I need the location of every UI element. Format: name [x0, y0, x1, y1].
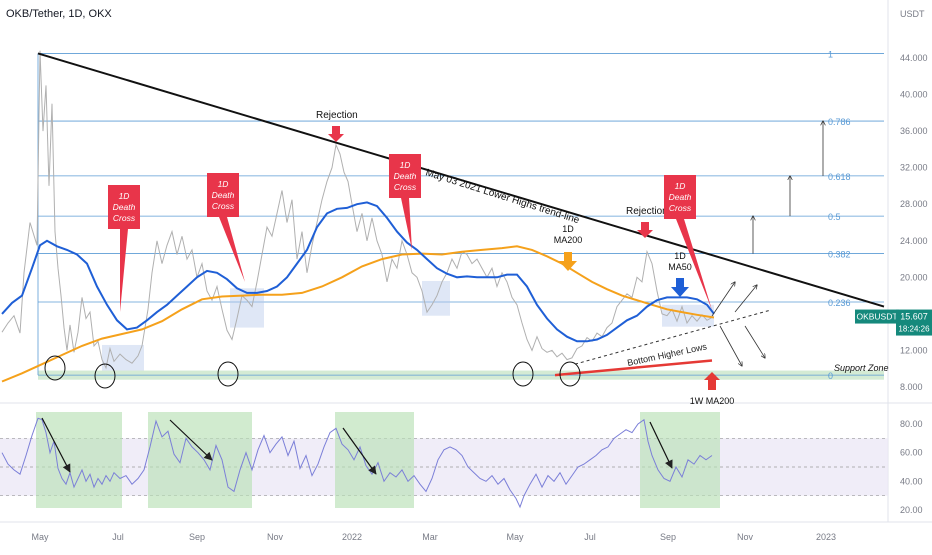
death-cross-2-text-3: Cross — [212, 201, 235, 211]
death-cross-3-text-1: 1D — [400, 160, 411, 170]
ma200-label-2: MA200 — [554, 235, 583, 245]
fib-label-0.382: 0.382 — [828, 250, 851, 260]
weekly-ma-arrow — [704, 372, 720, 390]
price-tick-label: 32.000 — [900, 163, 928, 173]
last-price-badge — [896, 309, 932, 336]
rsi-zone-2 — [148, 412, 252, 508]
rsi-tick-label: 60.00 — [900, 448, 923, 458]
death-cross-1-text-3: Cross — [113, 213, 136, 223]
time-tick-label: May — [506, 532, 524, 542]
ma200-label-1: 1D — [562, 224, 574, 234]
price-tick-label: 44.000 — [900, 53, 928, 63]
price-tick-label: 40.000 — [900, 90, 928, 100]
rsi-zone-1 — [36, 412, 122, 508]
ticker-name: OKBUSDT — [856, 312, 897, 322]
price-tick-label: 20.000 — [900, 272, 928, 282]
ma50-arrow — [671, 278, 689, 297]
chart-title: OKB/Tether, 1D, OKX — [6, 8, 112, 20]
rsi-zone-3 — [335, 412, 414, 508]
fib-label-1: 1 — [828, 49, 833, 59]
time-tick-label: Nov — [737, 532, 754, 542]
death-cross-4-text-1: 1D — [675, 181, 686, 191]
price-pane — [0, 0, 888, 402]
axes-layer: 44.00040.00036.00032.00028.00024.00020.0… — [31, 53, 932, 542]
rsi-layer — [0, 412, 888, 509]
higher-lows-line — [574, 309, 771, 365]
projection-arrow-1 — [711, 282, 735, 317]
price-series — [1, 50, 713, 370]
fib-layer: 1 0.786 0.618 0.5 0.382 0.236 0 — [37, 49, 884, 381]
death-cross-1-text-2: Death — [113, 202, 136, 212]
death-cross-3-text-3: Cross — [394, 182, 417, 192]
time-tick-label: May — [31, 532, 49, 542]
time-tick-label: 2022 — [342, 532, 362, 542]
death-cross-1-shape — [108, 185, 140, 312]
rsi-arrow-3 — [342, 427, 377, 475]
ma50-label-1: 1D — [674, 251, 686, 261]
lower-highs-trendline — [37, 52, 885, 308]
time-tick-label: Sep — [189, 532, 205, 542]
price-tick-label: 12.000 — [900, 345, 928, 355]
price-tick-label: 8.000 — [900, 382, 923, 392]
fib-label-0.5: 0.5 — [828, 212, 841, 222]
time-tick-label: Jul — [584, 532, 596, 542]
weekly-ma200-line — [554, 359, 713, 377]
fib-label-0.618: 0.618 — [828, 172, 851, 182]
ma200-arrow — [559, 252, 577, 271]
time-tick-label: Mar — [422, 532, 438, 542]
ma50-label-2: MA50 — [668, 262, 692, 272]
rejection-label-2: Rejection — [626, 206, 668, 217]
price-tick-label: 36.000 — [900, 126, 928, 136]
time-tick-label: 2023 — [816, 532, 836, 542]
death-cross-2-text-1: 1D — [218, 179, 229, 189]
bar-countdown: 18:24:26 — [898, 325, 930, 334]
fib-label-0.786: 0.786 — [828, 117, 851, 127]
projection-arrow-4 — [744, 325, 765, 358]
rsi-tick-label: 80.00 — [900, 419, 923, 429]
weekly-ma-label: 1W MA200 — [690, 396, 735, 406]
rejection-arrow-1 — [328, 126, 344, 142]
projection-arrow-2 — [734, 285, 757, 313]
death-cross-3-shape — [389, 154, 421, 250]
support-zone-label: Support Zone — [834, 363, 889, 373]
price-layer — [1, 50, 713, 370]
ticker-name-badge — [855, 309, 899, 324]
bottom-circle-2 — [94, 363, 116, 389]
death-cross-4-text-2: Death — [669, 192, 692, 202]
fib-label-0.236: 0.236 — [828, 298, 851, 308]
rsi-series — [1, 417, 713, 509]
highlight-zones — [102, 280, 714, 371]
death-cross-4-text-3: Cross — [669, 203, 692, 213]
fib-label-0: 0 — [828, 371, 833, 381]
rsi-tick-label: 40.00 — [900, 476, 923, 486]
ma200-series — [1, 245, 715, 383]
bottom-circle-4 — [512, 361, 534, 387]
rsi-arrow-2 — [169, 419, 213, 461]
quote-currency: USDT — [900, 9, 925, 19]
rsi-arrow-1 — [41, 417, 71, 473]
projection-arrow-3 — [719, 325, 742, 366]
time-tick-label: Sep — [660, 532, 676, 542]
death-cross-1-text-1: 1D — [119, 191, 130, 201]
price-tick-label: 24.000 — [900, 236, 928, 246]
rejection-arrow-2 — [637, 222, 653, 238]
price-tick-label: 28.000 — [900, 199, 928, 209]
bottom-circle-5 — [559, 361, 581, 387]
death-cross-2-shape — [207, 173, 245, 282]
time-tick-label: Jul — [112, 532, 124, 542]
death-cross-4-shape — [664, 175, 712, 310]
time-tick-label: Nov — [267, 532, 284, 542]
rsi-arrow-4 — [649, 421, 673, 469]
ma-layer — [1, 201, 715, 383]
ma50-series — [1, 201, 715, 343]
last-price: 15.607 — [900, 312, 928, 322]
rejection-label-1: Rejection — [316, 110, 358, 121]
bottom-circle-3 — [217, 361, 239, 387]
bottom-circle-1 — [44, 355, 66, 381]
rsi-tick-label: 20.00 — [900, 505, 923, 515]
death-cross-2-text-2: Death — [212, 190, 235, 200]
death-cross-3-text-2: Death — [394, 171, 417, 181]
